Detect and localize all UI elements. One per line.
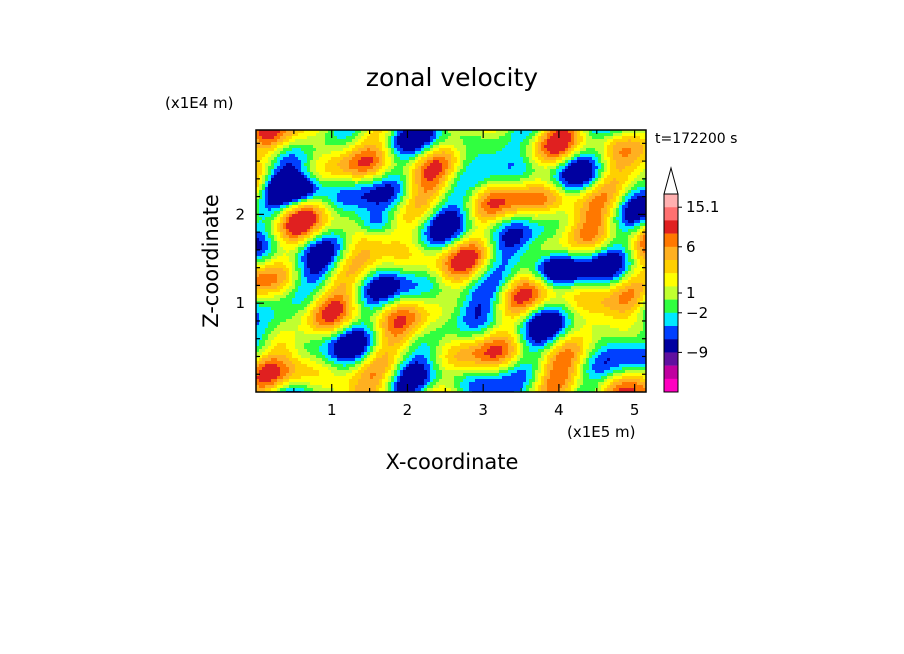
colorbar-level xyxy=(664,286,678,300)
y-tick-label: 1 xyxy=(235,294,245,312)
x-tick-label: 1 xyxy=(327,401,337,419)
y-axis: 12 xyxy=(235,142,646,375)
colorbar-level xyxy=(664,194,678,208)
x-tick-label: 4 xyxy=(554,401,564,419)
x-axis-unit: (x1E5 m) xyxy=(567,423,636,441)
plot-frame xyxy=(255,129,647,393)
colorbar-level xyxy=(664,339,678,353)
colorbar-label: 1 xyxy=(686,284,696,302)
colorbar-level xyxy=(664,365,678,379)
colorbar-level xyxy=(664,207,678,221)
x-tick-label: 5 xyxy=(630,401,640,419)
time-label: t=172200 s xyxy=(655,131,737,147)
colorbar-label: −9 xyxy=(686,343,708,361)
x-axis: 1 2 3 4 5 xyxy=(293,130,640,419)
y-tick-label: 2 xyxy=(235,205,245,223)
x-tick-label: 2 xyxy=(403,401,413,419)
x-tick-label: 3 xyxy=(478,401,488,419)
colorbar-level xyxy=(664,233,678,247)
colorbar: 15.1 6 1 −2 −9 xyxy=(663,166,719,393)
colorbar-level xyxy=(664,378,678,393)
colorbar-level xyxy=(664,246,678,261)
colorbar-level xyxy=(664,326,678,340)
x-axis-label: X-coordinate xyxy=(386,450,519,474)
colorbar-label: 15.1 xyxy=(686,198,719,216)
colorbar-label: 6 xyxy=(686,238,696,256)
colorbar-level xyxy=(664,260,678,274)
y-axis-label: Z-coordinate xyxy=(199,194,223,328)
colorbar-level xyxy=(664,220,678,234)
colorbar-level xyxy=(664,352,678,366)
chart-title: zonal velocity xyxy=(366,63,538,92)
colorbar-level xyxy=(664,312,678,327)
colorbar-level xyxy=(664,299,678,313)
y-axis-unit: (x1E4 m) xyxy=(165,94,234,112)
colorbar-label: −2 xyxy=(686,304,708,322)
heatmap-plot xyxy=(255,129,647,393)
colorbar-max-arrow xyxy=(663,166,679,195)
colorbar-level xyxy=(664,273,678,287)
